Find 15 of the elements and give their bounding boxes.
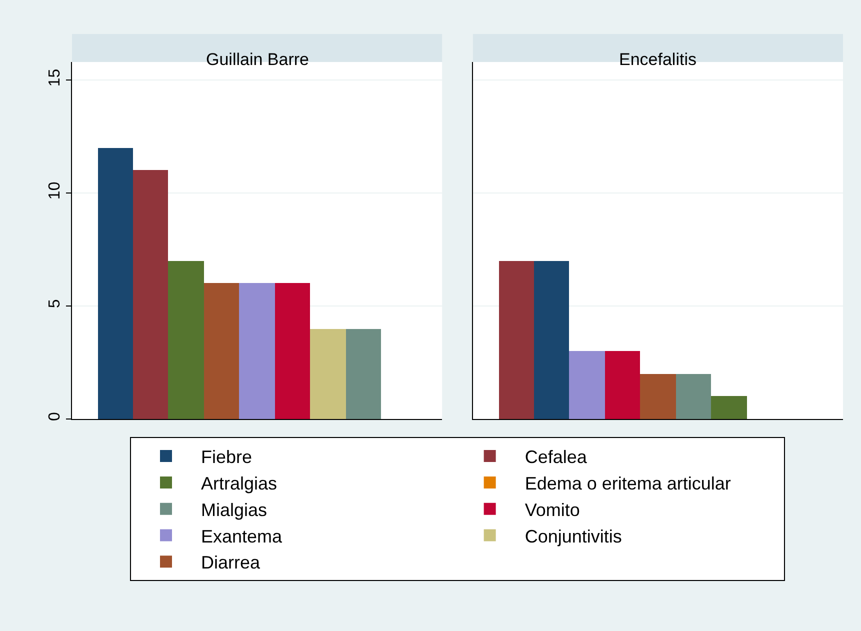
y-tick-label: 15 <box>46 68 64 87</box>
chart-title: Encefalitis <box>619 50 696 69</box>
legend-label: Artralgias <box>201 473 278 494</box>
legend-label: Diarrea <box>201 552 262 573</box>
legend-label: Conjuntivitis <box>524 526 622 546</box>
legend-label: Edema o eritema articular <box>524 473 731 494</box>
legend-label: Fiebre <box>201 447 252 468</box>
legend-label: Exantema <box>201 526 284 546</box>
chart-title: Guillain Barre <box>206 50 309 69</box>
legend-label: Cefalea <box>524 447 588 468</box>
legend-label: Vomito <box>524 500 580 520</box>
y-tick-label: 5 <box>46 299 64 308</box>
y-tick-label: 0 <box>46 412 64 422</box>
legend-label: Mialgias <box>201 500 268 520</box>
y-tick-label: 10 <box>46 182 64 200</box>
